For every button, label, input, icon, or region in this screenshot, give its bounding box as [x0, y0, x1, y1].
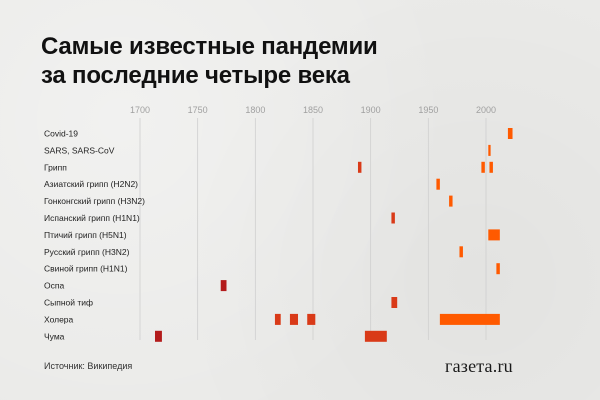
- period-bars: [154, 128, 513, 342]
- period-bar: [364, 330, 387, 342]
- tick-label-1850: 1850: [303, 105, 323, 115]
- row-label: Холера: [44, 314, 74, 324]
- row-label: Чума: [44, 331, 65, 341]
- row-label: Оспа: [44, 281, 64, 291]
- period-bar: [436, 178, 440, 190]
- period-bar: [481, 161, 485, 173]
- row-label: Испанский грипп (H1N1): [44, 213, 140, 223]
- period-bar: [496, 263, 500, 275]
- tick-label-1900: 1900: [361, 105, 381, 115]
- tick-label-1950: 1950: [418, 105, 438, 115]
- row-label: SARS, SARS-CoV: [44, 145, 115, 155]
- row-label: Азиатский грипп (H2N2): [44, 179, 138, 189]
- row-labels: Covid-19 SARS, SARS-CoV Грипп Азиатский гри…: [44, 129, 145, 342]
- period-bar: [154, 330, 162, 342]
- row-label: Грипп: [44, 162, 67, 172]
- tick-label-2000: 2000: [476, 105, 496, 115]
- period-bar: [507, 128, 513, 139]
- period-bar: [459, 246, 463, 258]
- period-bar: [489, 161, 493, 173]
- tick-label-1700: 1700: [130, 105, 150, 115]
- grid-lines: [139, 118, 487, 340]
- row-label: Русский грипп (H3N2): [44, 247, 130, 257]
- source-note: Источник: Википедия: [44, 361, 133, 371]
- tick-label-1800: 1800: [245, 105, 265, 115]
- row-label: Гонконгский грипп (H3N2): [44, 196, 145, 206]
- period-bar: [488, 229, 500, 241]
- row-label: Свиной грипп (H1N1): [44, 264, 128, 274]
- period-bar: [391, 297, 398, 308]
- title-line-1: Самые известные пандемии: [41, 33, 378, 60]
- tick-label-1750: 1750: [188, 105, 208, 115]
- x-axis-ticks: 1700 1750 1800 1850 1900 1950 2000: [130, 105, 496, 115]
- period-bar: [488, 144, 491, 156]
- period-bar: [439, 313, 500, 325]
- period-bar: [220, 280, 227, 292]
- period-bar: [289, 313, 299, 325]
- row-label: Covid-19: [44, 129, 78, 139]
- period-bar: [357, 161, 362, 173]
- period-bar: [449, 195, 453, 207]
- title-line-2: за последние четыре века: [41, 62, 350, 89]
- brand-logo: газета.ru: [445, 356, 513, 376]
- row-label: Птичий грипп (H5N1): [44, 230, 127, 240]
- page-title: Самые известные пандемии за последние че…: [41, 32, 521, 90]
- row-label: Сыпной тиф: [44, 298, 93, 308]
- period-bar: [274, 313, 281, 325]
- period-bar: [391, 212, 395, 224]
- period-bar: [307, 313, 316, 325]
